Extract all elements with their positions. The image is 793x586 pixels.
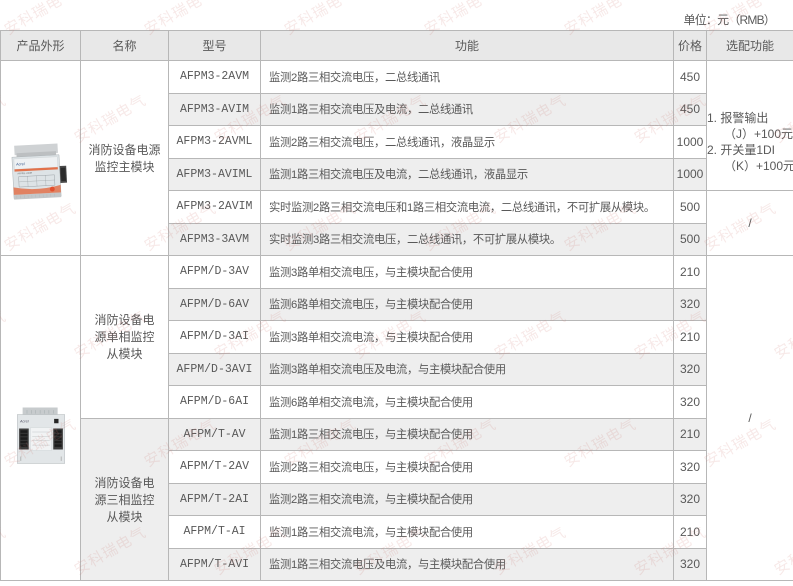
svg-text:Acrel: Acrel [19, 419, 29, 423]
svg-text:Acrel: Acrel [14, 162, 24, 167]
